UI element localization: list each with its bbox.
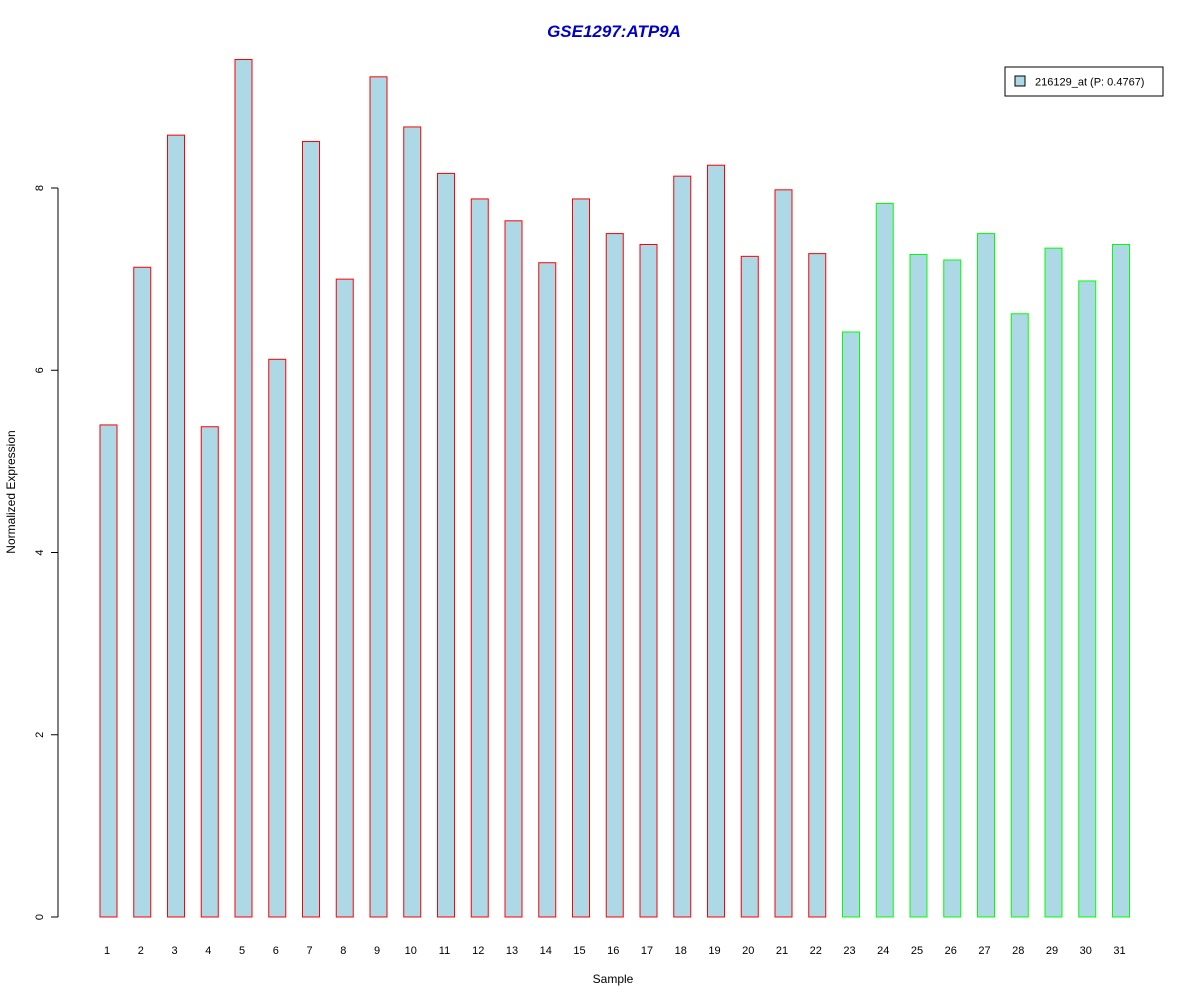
bar-sample-24 xyxy=(875,202,894,918)
x-tick-label: 5 xyxy=(239,945,245,957)
bar-sample-2 xyxy=(133,266,152,918)
x-tick-label: 19 xyxy=(708,945,720,957)
x-tick-label: 1 xyxy=(104,945,110,957)
x-tick-labels: 1 2 3 4 5 6 7 8 9 10 11 12 13 14 15 16 17 18 19 20 21 22 23 24 2… xyxy=(104,945,1126,957)
legend-swatch xyxy=(1014,75,1026,87)
x-tick-label: 27 xyxy=(978,945,990,957)
bar-sample-4 xyxy=(200,426,219,918)
x-tick-label: 24 xyxy=(877,945,889,957)
bar-sample-27 xyxy=(977,233,995,918)
legend: 216129_at (P: 0.4767) xyxy=(1004,66,1164,97)
y-tick-label: 4 xyxy=(34,549,46,555)
x-tick-label: 11 xyxy=(439,945,450,957)
bar-sample-13 xyxy=(504,220,523,918)
y-tick-label: 0 xyxy=(34,914,46,920)
x-tick-label: 13 xyxy=(506,945,518,957)
bar-sample-22 xyxy=(808,253,827,918)
bar-sample-16 xyxy=(605,233,624,918)
bar-sample-6 xyxy=(268,358,287,918)
chart-title: GSE1297:ATP9A xyxy=(547,22,681,41)
x-tick-label: 3 xyxy=(171,945,177,957)
x-tick-label: 23 xyxy=(843,945,855,957)
x-tick-label: 10 xyxy=(405,945,417,957)
x-tick-label: 7 xyxy=(306,945,312,957)
x-tick-label: 29 xyxy=(1046,945,1058,957)
x-tick-label: 2 xyxy=(138,945,144,957)
bar-sample-7 xyxy=(302,141,320,918)
x-tick-label: 16 xyxy=(607,945,619,957)
x-tick-label: 30 xyxy=(1080,945,1092,957)
bar-sample-29 xyxy=(1044,247,1063,918)
x-tick-label: 12 xyxy=(472,945,484,957)
bar-sample-23 xyxy=(842,331,860,918)
x-tick-label: 21 xyxy=(776,945,788,957)
x-tick-label: 25 xyxy=(911,945,923,957)
bar-sample-15 xyxy=(572,198,590,918)
bar-sample-21 xyxy=(774,189,793,918)
x-tick-label: 28 xyxy=(1012,945,1024,957)
bar-sample-20 xyxy=(740,255,759,918)
legend-series-label: 216129_at (P: 0.4767) xyxy=(1035,77,1144,89)
bar-sample-30 xyxy=(1078,280,1097,918)
bar-sample-17 xyxy=(639,243,658,918)
bar-sample-18 xyxy=(673,175,692,918)
bar-sample-11 xyxy=(437,172,455,918)
bar-sample-3 xyxy=(167,134,185,918)
x-tick-label: 26 xyxy=(945,945,957,957)
x-tick-label: 15 xyxy=(573,945,585,957)
bars-group xyxy=(99,59,1130,918)
x-tick-label: 18 xyxy=(675,945,687,957)
y-tick-label: 8 xyxy=(34,185,46,191)
bar-sample-25 xyxy=(909,254,928,918)
bar-sample-31 xyxy=(1112,243,1130,918)
x-tick-label: 20 xyxy=(742,945,754,957)
legend-box xyxy=(1004,66,1164,97)
x-tick-label: 22 xyxy=(810,945,822,957)
bar-sample-5 xyxy=(234,59,253,918)
bar-sample-26 xyxy=(943,259,962,918)
bar-sample-14 xyxy=(538,262,557,918)
bar-sample-12 xyxy=(470,198,489,918)
bar-sample-1 xyxy=(99,424,118,918)
x-tick-label: 4 xyxy=(205,945,211,957)
x-tick-label: 6 xyxy=(273,945,279,957)
x-tick-label: 14 xyxy=(540,945,552,957)
y-axis-label: Normalized Expression xyxy=(4,430,18,553)
bar-sample-10 xyxy=(403,126,422,918)
y-tick-label: 2 xyxy=(34,732,46,738)
bar-sample-9 xyxy=(369,76,388,918)
x-tick-label: 8 xyxy=(340,945,346,957)
x-tick-label: 9 xyxy=(374,945,380,957)
x-tick-label: 17 xyxy=(641,945,653,957)
x-axis-label: Sample xyxy=(593,972,634,986)
bar-sample-8 xyxy=(335,278,354,918)
y-axis: 0 2 4 6 8 xyxy=(34,185,59,920)
bar-sample-19 xyxy=(707,164,725,918)
bar-sample-28 xyxy=(1010,313,1029,918)
x-tick-label: 31 xyxy=(1113,945,1125,957)
y-tick-label: 6 xyxy=(34,367,46,373)
